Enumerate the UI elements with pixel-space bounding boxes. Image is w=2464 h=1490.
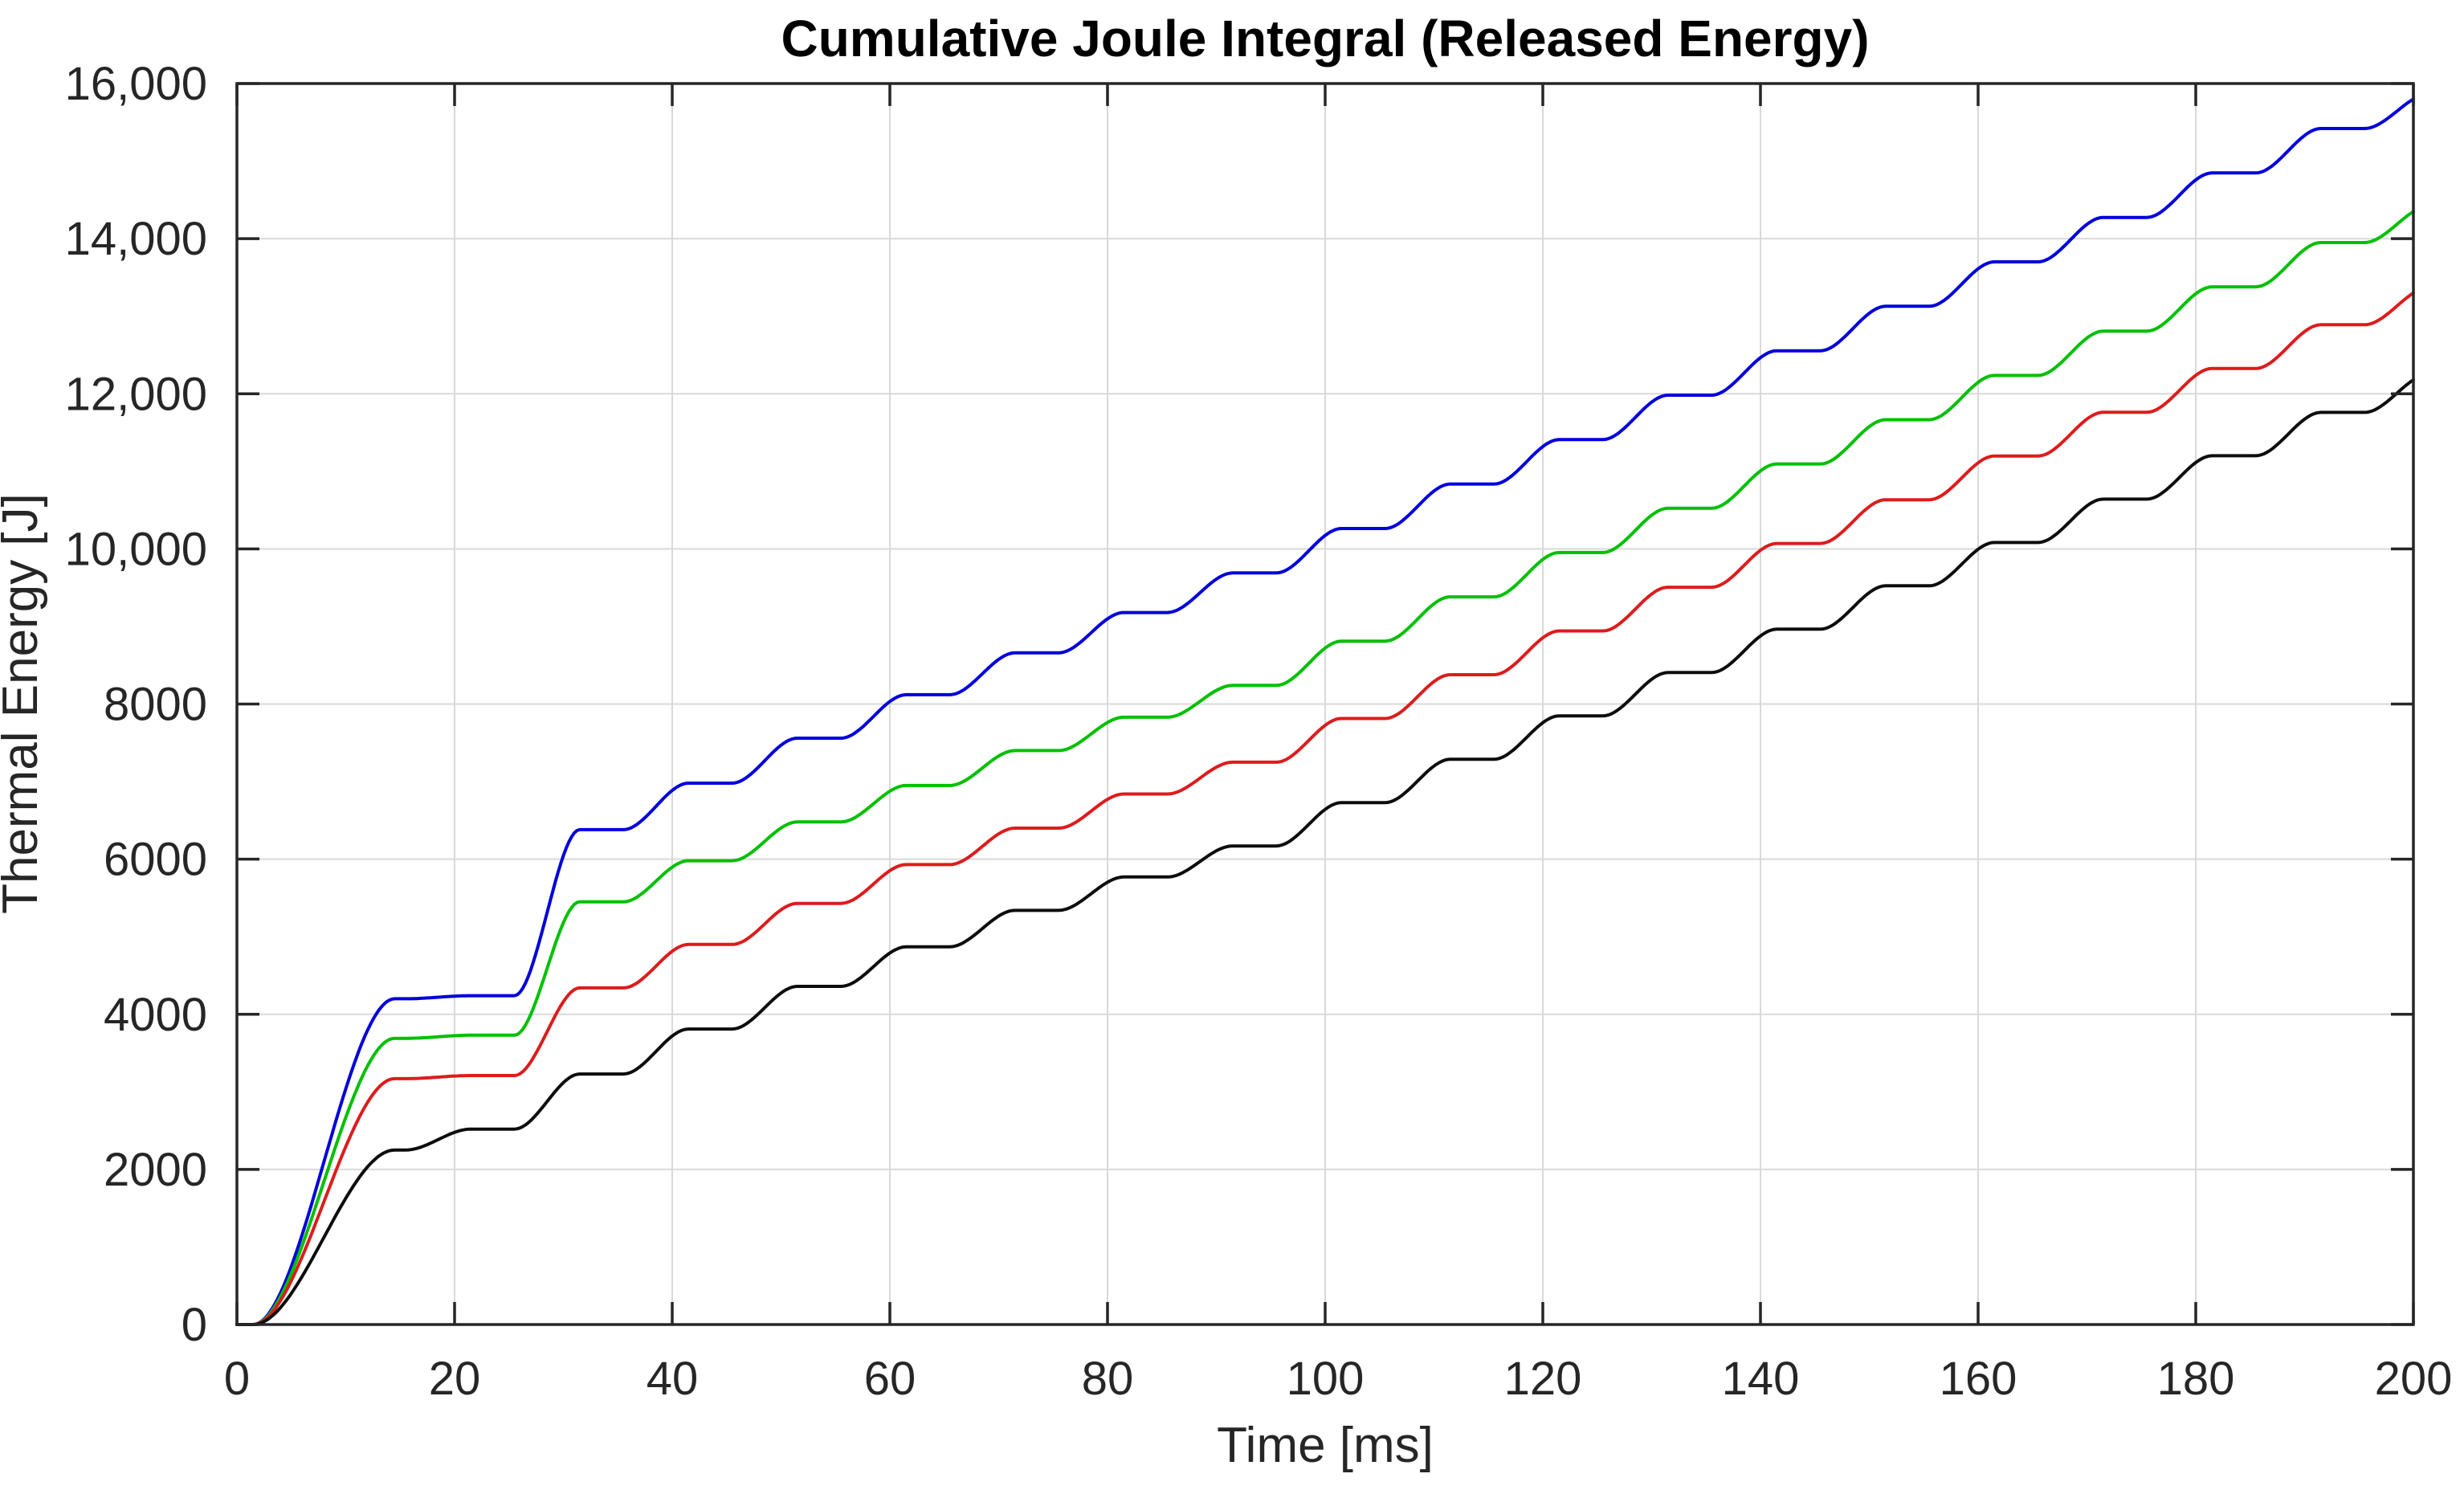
- curve-blue: [235, 97, 2415, 1326]
- x-tick-label: 60: [864, 1353, 916, 1405]
- data-curves: [235, 97, 2415, 1326]
- y-tick-label: 8000: [104, 679, 207, 731]
- y-tick-label: 12,000: [65, 368, 207, 420]
- x-tick-label: 120: [1504, 1353, 1582, 1405]
- curve-red: [235, 291, 2415, 1326]
- x-axis-label: Time [ms]: [1217, 1418, 1434, 1473]
- x-tick-label: 0: [224, 1353, 250, 1405]
- y-tick-label: 2000: [104, 1144, 207, 1196]
- axes-box: [235, 82, 2415, 1326]
- y-tick-label: 16,000: [65, 58, 207, 110]
- gridlines: [237, 84, 2413, 1325]
- x-tick-label: 40: [647, 1353, 699, 1405]
- x-tick-label: 160: [1940, 1353, 2017, 1405]
- curve-green: [235, 210, 2415, 1326]
- chart-title: Cumulative Joule Integral (Released Ener…: [781, 10, 1869, 67]
- x-tick-label: 200: [2375, 1353, 2453, 1405]
- x-tick-label: 80: [1082, 1353, 1134, 1405]
- y-tick-label: 14,000: [65, 213, 207, 265]
- y-tick-label: 4000: [104, 989, 207, 1041]
- x-tick-label: 180: [2157, 1353, 2235, 1405]
- y-axis-label: Thermal Energy [J]: [0, 493, 48, 914]
- tick-labels: 0 20 40 60 80 100 120 140 160 180 2000200040006000…: [65, 58, 2453, 1405]
- x-tick-label: 100: [1287, 1353, 1365, 1405]
- y-tick-label: 10,000: [65, 523, 207, 575]
- y-tick-label: 6000: [104, 834, 207, 886]
- x-tick-label: 140: [1722, 1353, 1800, 1405]
- y-tick-label: 0: [182, 1299, 207, 1351]
- x-tick-label: 20: [429, 1353, 481, 1405]
- curve-black: [235, 378, 2415, 1326]
